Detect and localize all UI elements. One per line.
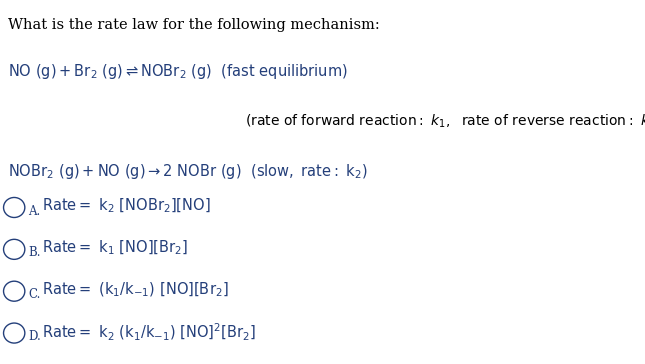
- Text: What is the rate law for the following mechanism:: What is the rate law for the following m…: [8, 18, 379, 32]
- Text: $\mathrm{Rate=\ (k_1/k_{-1})\ [NO][Br_2]}$: $\mathrm{Rate=\ (k_1/k_{-1})\ [NO][Br_2]…: [42, 280, 228, 299]
- Text: A.: A.: [28, 205, 41, 218]
- Text: $\mathrm{Rate=\ k_2\ (k_1/k_{-1})\ [NO]^2[Br_2]}$: $\mathrm{Rate=\ k_2\ (k_1/k_{-1})\ [NO]^…: [42, 322, 256, 343]
- Text: $\mathrm{NO\ (g) + Br_2\ (g) \rightleftharpoons NOBr_2\ (g)\ \ (fast\ equilibriu: $\mathrm{NO\ (g) + Br_2\ (g) \rightlefth…: [8, 62, 348, 81]
- Text: $\mathrm{Rate=\ k_1\ [NO][Br_2]}$: $\mathrm{Rate=\ k_1\ [NO][Br_2]}$: [42, 238, 188, 257]
- Text: D.: D.: [28, 330, 41, 343]
- Text: B.: B.: [28, 246, 41, 260]
- Text: $({\rm rate\ of\ forward\ reaction:}\ k_1,\ \ {\rm rate\ of\ reverse\ reaction:}: $({\rm rate\ of\ forward\ reaction:}\ k_…: [245, 113, 645, 130]
- Text: $\mathrm{Rate=\ k_2\ [NOBr_2][NO]}$: $\mathrm{Rate=\ k_2\ [NOBr_2][NO]}$: [42, 197, 210, 215]
- Text: $\mathrm{NOBr_2\ (g) + NO\ (g) \rightarrow 2\ NOBr\ (g)\ \ (slow,\ rate:\ k_2)}$: $\mathrm{NOBr_2\ (g) + NO\ (g) \rightarr…: [8, 162, 368, 181]
- Text: C.: C.: [28, 288, 41, 301]
